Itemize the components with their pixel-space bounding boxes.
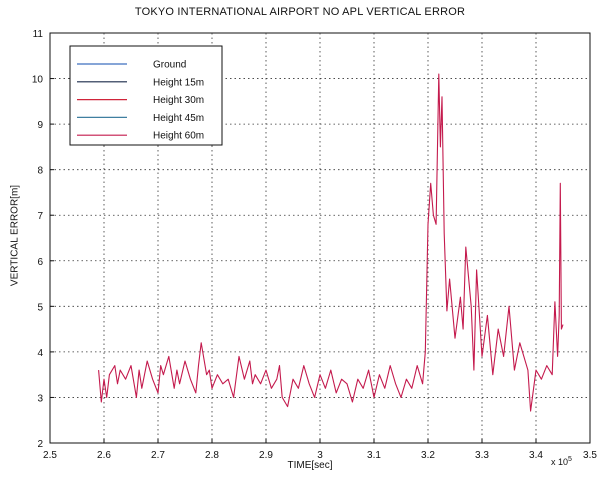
x-tick-label: 2.9: [259, 450, 273, 461]
legend-box: [69, 45, 223, 146]
legend-label: Height 15m: [153, 77, 204, 88]
y-tick-label: 5: [37, 302, 43, 313]
series-line-height-60m: [98, 73, 564, 412]
y-tick-label: 11: [33, 29, 44, 40]
x-tick-label: 3.5: [583, 450, 597, 461]
x-tick-label: 2.6: [97, 450, 111, 461]
x-multiplier-exponent: 5: [568, 456, 572, 463]
legend-label: Height 45m: [153, 113, 204, 124]
axis-ticks: 2.5 2.6 2.7 2.8 2.9 3 3.1 3.2 3.3 3.4 3.5 2 3 4 5 6 7 8 9 1…: [32, 29, 598, 461]
y-tick-label: 3: [37, 393, 43, 404]
x-multiplier-base: x 10: [551, 457, 569, 467]
y-tick-label: 7: [37, 211, 43, 222]
legend-label: Height 60m: [153, 131, 204, 142]
legend-label: Height 30m: [153, 95, 204, 106]
chart-title: TOKYO INTERNATIONAL AIRPORT NO APL VERTI…: [134, 6, 466, 18]
legend-label: Ground: [153, 60, 186, 71]
x-tick-label: 2.7: [151, 450, 165, 461]
x-tick-label: 3.4: [529, 450, 543, 461]
y-tick-label: 8: [37, 166, 43, 177]
series-group: [98, 73, 564, 412]
x-tick-label: 3: [317, 450, 323, 461]
x-axis-multiplier: x 105: [551, 456, 572, 467]
grid-lines: [50, 33, 590, 443]
x-tick-label: 3.2: [421, 450, 435, 461]
x-tick-label: 2.5: [43, 450, 57, 461]
x-tick-label: 3.3: [475, 450, 489, 461]
legend: Ground Height 15m Height 30m Height 45m Heig…: [69, 45, 223, 146]
y-tick-label: 6: [37, 257, 43, 268]
y-tick-label: 10: [32, 75, 44, 86]
y-tick-label: 4: [37, 348, 43, 359]
y-tick-label: 9: [37, 120, 43, 131]
x-axis-label: TIME[sec]: [287, 460, 333, 471]
x-tick-label: 3.1: [367, 450, 381, 461]
y-tick-label: 2: [37, 439, 43, 450]
x-tick-label: 2.8: [205, 450, 219, 461]
